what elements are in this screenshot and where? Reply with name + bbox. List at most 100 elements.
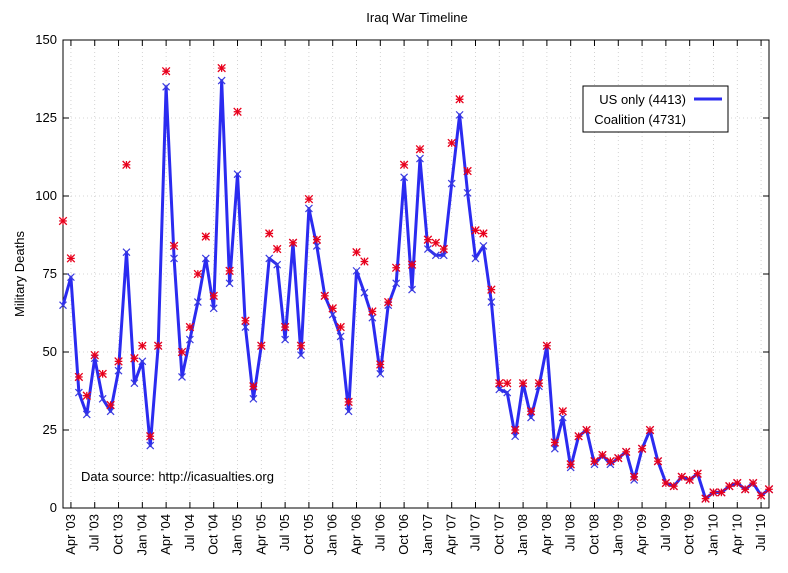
us-only-point xyxy=(178,373,186,381)
x-tick-label: Jul '03 xyxy=(87,514,102,551)
x-tick-label: Oct '06 xyxy=(396,514,411,555)
coalition-point xyxy=(693,469,702,478)
us-only-point xyxy=(265,254,274,263)
coalition-point xyxy=(566,460,575,469)
us-only-point xyxy=(503,388,512,397)
coalition-point xyxy=(169,241,179,251)
coalition-point xyxy=(423,235,433,244)
coalition-point xyxy=(606,456,615,466)
y-tick-label: 150 xyxy=(35,32,57,47)
coalition-point xyxy=(534,378,544,388)
x-tick-label: Apr '09 xyxy=(634,514,649,555)
x-tick-label: Apr '04 xyxy=(158,514,173,555)
coalition-point xyxy=(177,347,187,357)
y-tick-label: 100 xyxy=(35,188,57,203)
us-only-point xyxy=(304,204,313,213)
coalition-point xyxy=(249,382,258,391)
coalition-point xyxy=(304,194,314,204)
coalition-point xyxy=(272,244,282,254)
chart-title: Iraq War Timeline xyxy=(366,10,467,25)
x-tick-label: Jan '09 xyxy=(610,514,625,556)
us-only-point xyxy=(463,188,472,197)
coalition-point xyxy=(336,322,345,332)
coalition-point xyxy=(518,378,528,388)
x-tick-label: Apr '08 xyxy=(539,514,554,555)
us-only-point xyxy=(193,298,202,307)
coalition-point xyxy=(225,266,234,276)
x-tick-label: Jan '10 xyxy=(705,514,720,556)
legend-box xyxy=(582,85,729,133)
coalition-point xyxy=(709,488,718,497)
us-only-point xyxy=(431,251,440,260)
x-tick-label: Apr '05 xyxy=(253,514,268,555)
coalition-point xyxy=(415,144,425,154)
y-tick-label: 125 xyxy=(35,110,57,125)
coalition-point xyxy=(510,425,520,435)
us-only-point xyxy=(336,332,345,341)
us-only-point xyxy=(297,351,305,360)
us-only-point xyxy=(558,413,567,422)
x-tick-label: Apr '03 xyxy=(63,514,78,555)
coalition-point xyxy=(74,372,84,382)
coalition-point xyxy=(701,494,710,503)
coalition-point xyxy=(368,307,377,316)
us-only-point xyxy=(273,260,282,269)
coalition-point xyxy=(114,357,123,366)
series-layer xyxy=(58,63,774,503)
x-tick-label: Oct '08 xyxy=(586,514,601,555)
coalition-point xyxy=(653,456,663,466)
coalition-point xyxy=(130,353,139,363)
coalition-point xyxy=(614,453,623,463)
us-only-point xyxy=(59,301,67,310)
us-only-point xyxy=(376,369,385,378)
coalition-point xyxy=(328,304,337,313)
us-only-point xyxy=(312,241,321,250)
x-tick-label: Jan '04 xyxy=(134,514,149,556)
coalition-point xyxy=(122,160,131,170)
coalition-point xyxy=(257,341,266,351)
x-tick-label: Jan '06 xyxy=(325,514,340,556)
coalition-point xyxy=(495,378,504,388)
coalition-point xyxy=(312,235,322,244)
x-tick-label: Jul '07 xyxy=(467,514,482,551)
coalition-point xyxy=(685,475,694,485)
coalition-point xyxy=(661,478,671,488)
y-tick-label: 75 xyxy=(43,266,57,281)
coalition-point xyxy=(352,247,361,257)
us-only-point xyxy=(479,241,488,250)
us-only-point xyxy=(98,394,107,403)
us-only-point xyxy=(114,366,123,375)
coalition-point xyxy=(542,341,552,351)
coalition-point xyxy=(296,341,306,351)
coalition-point xyxy=(391,263,401,273)
y-tick-label: 25 xyxy=(43,422,57,437)
us-only-point xyxy=(67,273,75,282)
coalition-point xyxy=(376,360,385,369)
x-tick-label: Jul '09 xyxy=(658,514,673,551)
x-tick-label: Jul '10 xyxy=(753,514,768,551)
x-tick-label: Apr '07 xyxy=(444,514,459,555)
us-only-point xyxy=(511,432,520,441)
coalition-point xyxy=(383,297,393,307)
x-tick-label: Jan '05 xyxy=(230,514,245,556)
coalition-point xyxy=(288,238,298,248)
coalition-point xyxy=(463,166,472,176)
coalition-point xyxy=(598,450,607,460)
coalition-point xyxy=(669,481,679,491)
coalition-point xyxy=(280,322,290,332)
plot-frame xyxy=(62,39,770,509)
us-only-point xyxy=(74,388,83,397)
x-tick-label: Jul '05 xyxy=(277,514,292,551)
series-line-us-only xyxy=(61,79,770,501)
x-tick-label: Oct '09 xyxy=(682,514,697,555)
us-only-point xyxy=(344,407,353,416)
us-only-point xyxy=(185,335,194,344)
coalition-point xyxy=(344,397,353,407)
x-axis-ticks: Apr '03 Jul '03 Oct '03 Jan '04 Apr '04 Jul '… xyxy=(63,40,768,556)
x-tick-label: Oct '07 xyxy=(491,514,506,555)
coalition-point xyxy=(217,63,226,73)
coalition-point xyxy=(145,431,155,441)
coalition-point xyxy=(106,400,115,410)
coalition-point xyxy=(717,488,726,497)
